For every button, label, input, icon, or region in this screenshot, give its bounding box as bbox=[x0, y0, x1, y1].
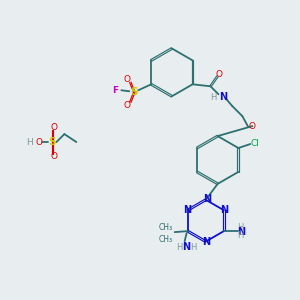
Text: H: H bbox=[238, 223, 244, 232]
Text: N: N bbox=[219, 92, 227, 102]
Text: O: O bbox=[51, 123, 58, 132]
Text: O: O bbox=[249, 122, 256, 130]
Text: CH₃: CH₃ bbox=[159, 223, 173, 232]
Text: O: O bbox=[51, 152, 58, 161]
Text: N: N bbox=[237, 226, 245, 237]
Text: F: F bbox=[112, 86, 119, 95]
Text: N: N bbox=[202, 237, 210, 247]
Text: N: N bbox=[183, 242, 191, 252]
Text: N: N bbox=[220, 205, 228, 215]
Text: O: O bbox=[124, 75, 131, 84]
Text: H: H bbox=[176, 242, 183, 251]
Text: CH₃: CH₃ bbox=[159, 235, 173, 244]
Text: S: S bbox=[49, 137, 56, 147]
Text: O: O bbox=[35, 137, 42, 146]
Text: H: H bbox=[190, 242, 197, 251]
Text: Cl: Cl bbox=[251, 139, 260, 148]
Text: H: H bbox=[210, 93, 217, 102]
Text: N: N bbox=[184, 205, 192, 215]
Text: O: O bbox=[216, 70, 223, 79]
Text: H: H bbox=[238, 231, 244, 240]
Text: N: N bbox=[203, 194, 211, 204]
Text: S: S bbox=[130, 87, 138, 97]
Text: O: O bbox=[124, 101, 131, 110]
Text: H: H bbox=[26, 137, 32, 146]
